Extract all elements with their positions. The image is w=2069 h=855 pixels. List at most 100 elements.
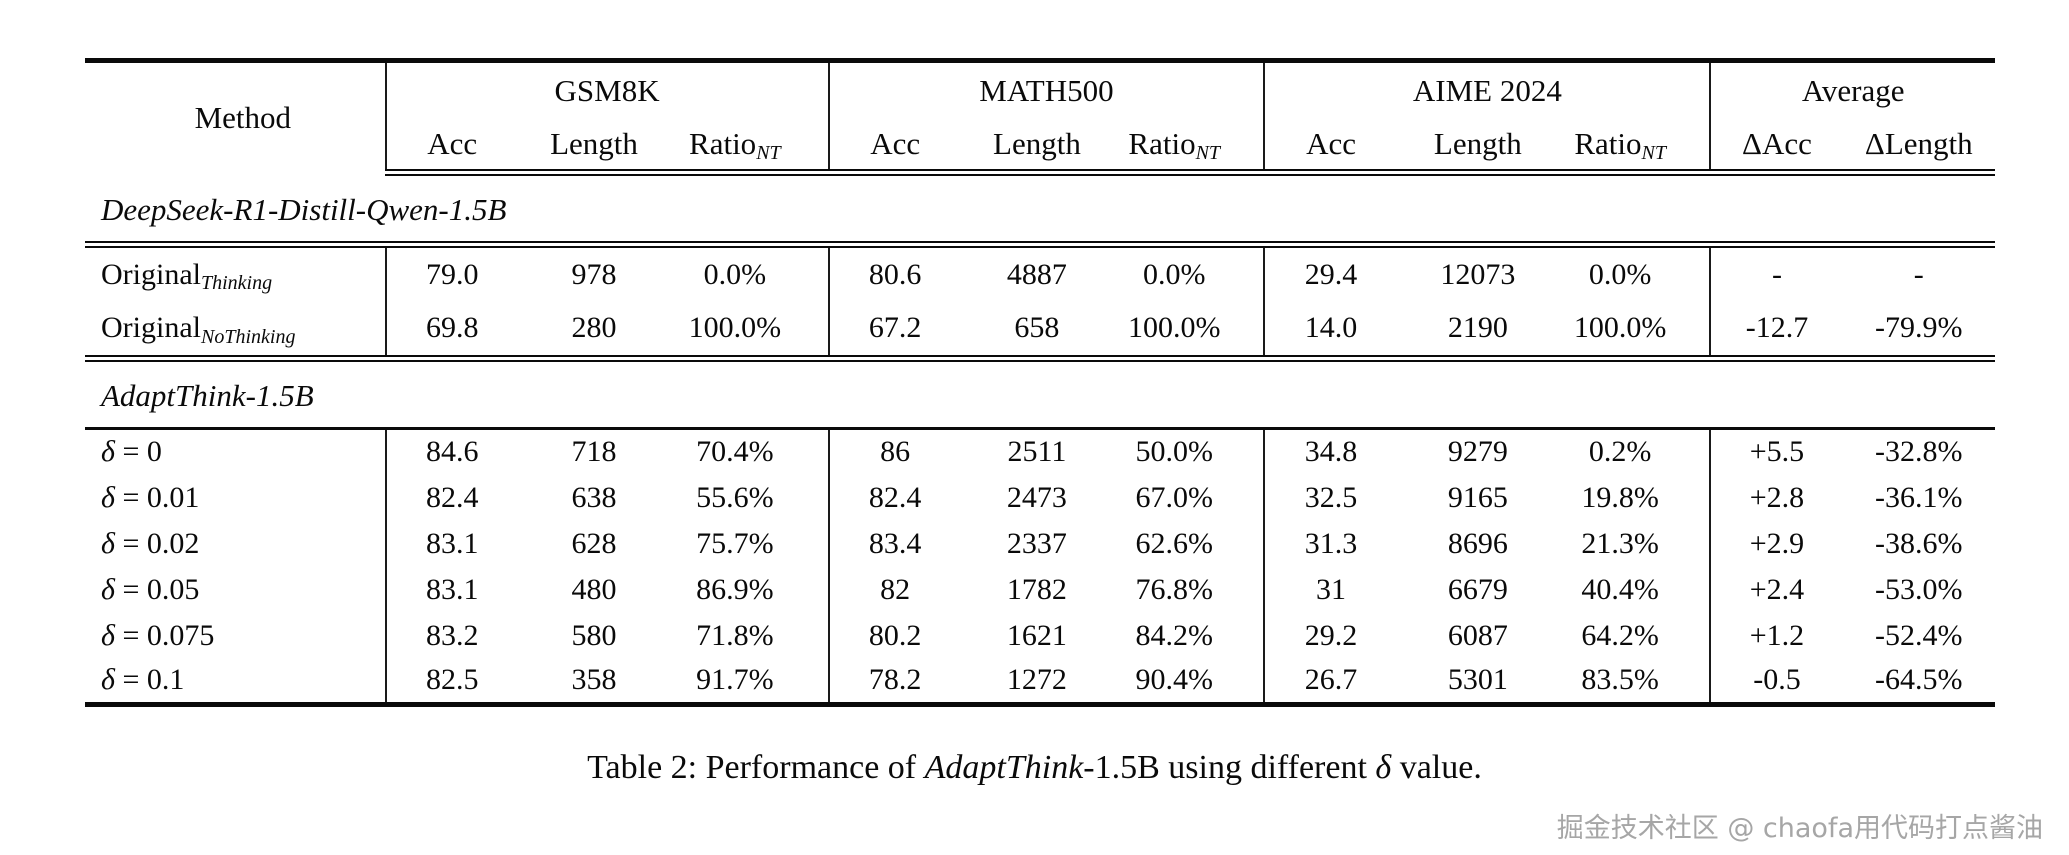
value-cell: 86 [827,428,961,475]
value-cell: 9165 [1447,480,1508,514]
value-cell: +2.8 [1709,474,1843,521]
value-cell: 1782 [1006,572,1067,606]
group-header-gsm8k: GSM8K [384,60,829,119]
col-header-delta-length: ΔLength [1842,118,1995,176]
value-cell: 50.0% [1135,435,1213,469]
group-header-average: Average [1709,60,1995,119]
ratio-label: Ratio [689,125,757,161]
col-header-delta-acc: ΔAcc [1709,118,1843,176]
value-cell: +2.9 [1709,520,1843,567]
value-cell: 83.4 [827,520,961,567]
method-cell: δ = 0.075 [85,613,386,659]
value-cell: 8696 [1447,526,1508,560]
value-cell: -53.0% [1875,572,1963,606]
method-greek-delta: δ [101,526,115,560]
caption-italic-delta: δ [1375,749,1392,786]
value-cell: 71.8% [696,618,774,652]
ratio-subscript: NT [1641,142,1666,165]
value-cell: -32.8% [1875,435,1963,469]
method-name: = 0 [114,435,162,469]
value-cell: -64.5% [1875,663,1963,697]
value-cell: 82 [827,566,961,613]
method-greek-delta: δ [101,435,115,469]
value-cell: 70.4% [696,435,774,469]
col-header-ratio-nt: RatioNT [1113,118,1265,176]
value-cell: 79.0 [384,244,518,302]
value-cell: 80.6 [827,244,961,302]
value-cell: +2.4 [1709,566,1843,613]
value-cell: 84.6 [384,428,518,475]
method-name: = 0.02 [114,526,200,560]
ratio-label: Ratio [1574,125,1642,161]
value-cell: 6087 [1447,618,1508,652]
value-cell: 82.4 [827,474,961,521]
section-row: AdaptThink-1.5B [85,358,1995,430]
value-cell: - [1709,244,1843,302]
value-cell: 76.8% [1135,572,1213,606]
value-cell: 2337 [1006,526,1067,560]
method-cell: δ = 0.01 [85,475,386,521]
value-cell: 6679 [1447,572,1508,606]
value-cell: 658 [960,301,1114,362]
value-cell: 67.0% [1135,480,1213,514]
value-cell: -79.9% [1842,301,1995,362]
value-cell: 628 [571,526,617,560]
value-cell: 280 [517,301,671,362]
caption-text: -1.5B using different [1083,749,1376,786]
value-cell: 718 [571,435,617,469]
value-cell: 1621 [1006,618,1067,652]
value-cell: 64.2% [1581,618,1659,652]
value-cell: 14.0 [1263,301,1397,362]
value-cell: 0.0% [703,257,767,291]
value-cell: 82.4 [384,474,518,521]
method-greek-delta: δ [101,663,115,697]
group-header-math500: MATH500 [827,60,1265,119]
value-cell: 638 [571,480,617,514]
caption-text: value. [1391,749,1482,786]
value-cell: 91.7% [696,663,774,697]
results-table: Method GSM8K MATH500 AIME 2024 Average A… [85,58,1995,707]
value-cell: 83.2 [384,612,518,659]
method-cell: OriginalNoThinking [85,301,386,362]
value-cell: 978 [571,257,617,291]
value-cell: 75.7% [696,526,774,560]
ratio-subscript: NT [756,142,781,165]
ratio-label: Ratio [1128,125,1196,161]
value-cell: 29.4 [1263,244,1397,302]
value-cell: +5.5 [1709,428,1843,475]
table-body: DeepSeek-R1-Distill-Qwen-1.5B OriginalThi… [85,172,1995,705]
sub-header-row: Acc Length RatioNT Acc Length RatioNT Ac… [85,118,1995,176]
value-cell: 5301 [1447,663,1508,697]
value-cell: 0.0% [1588,257,1652,291]
method-name: = 0.01 [114,480,200,514]
value-cell: 82.5 [384,658,518,705]
watermark: 掘金技术社区 @ chaofa用代码打点酱油 [1556,813,2043,844]
table-row: δ = 0.02 83.1 628 75.7% 83.4 2337 62.6% 31.3 869… [85,520,1995,567]
value-cell: 69.8 [384,301,518,362]
value-cell: 9279 [1447,435,1508,469]
value-cell: 358 [571,663,617,697]
group-header-row: Method GSM8K MATH500 AIME 2024 Average [85,60,1995,135]
value-cell: 34.8 [1263,428,1397,475]
table-row: OriginalNoThinking 69.8 280 100.0% 67.2 658 10… [85,301,1995,362]
value-cell: -36.1% [1875,480,1963,514]
value-cell: 100.0% [670,301,829,362]
value-cell: +1.2 [1709,612,1843,659]
value-cell: 83.1 [384,520,518,567]
value-cell: 1272 [1006,663,1067,697]
col-header-length: Length [517,118,671,176]
method-name: = 0.075 [114,618,215,652]
table-row: OriginalThinking 79.0 978 0.0% 80.6 4887 0.0% 2… [85,244,1995,302]
value-cell: 67.2 [827,301,961,362]
value-cell: 83.5% [1581,663,1659,697]
value-cell: -38.6% [1875,526,1963,560]
ratio-subscript: NT [1195,142,1221,165]
method-name: = 0.1 [114,663,185,697]
table-row: δ = 0.01 82.4 638 55.6% 82.4 2473 67.0% 32.5 916… [85,474,1995,521]
value-cell: 0.2% [1588,435,1652,469]
method-cell: δ = 0.02 [85,521,386,567]
col-header-acc: Acc [827,118,961,176]
value-cell: 19.8% [1581,480,1659,514]
value-cell: 78.2 [827,658,961,705]
col-header-length: Length [960,118,1114,176]
